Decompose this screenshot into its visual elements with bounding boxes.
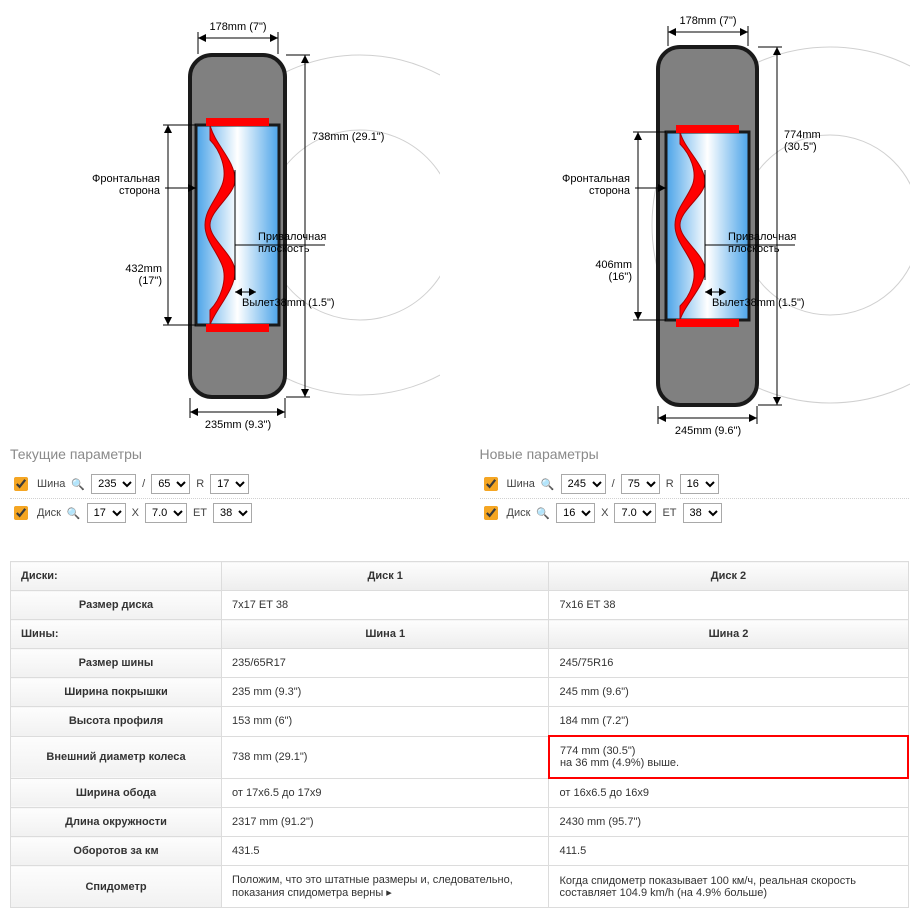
left-disk-width[interactable]: 7.0 [145,503,187,523]
table-row: Спидометр Положим, что это штатные разме… [11,866,909,908]
right-disk-label: Диск [507,507,531,519]
right-disk-offset[interactable]: 38 [683,503,722,523]
left-tire-checkbox[interactable] [14,477,28,491]
svg-text:Привалочнаяплоскость: Привалочнаяплоскость [728,231,796,255]
right-tire-width[interactable]: 245 [561,474,606,494]
diagram-columns: 178mm (7") 235mm (9.3") 738mm (29.1") [10,10,909,527]
svg-text:432mm(17"): 432mm(17") [125,263,162,287]
svg-text:Фронтальнаясторона: Фронтальнаясторона [92,173,161,197]
right-tire-row: Шина 🔍 245 / 75 R 16 [480,470,910,499]
left-disk-diam[interactable]: 17 [87,503,126,523]
right-diagram: 178mm (7") 245mm (9.6") 774mm(30.5") [480,10,910,440]
left-tire-diam[interactable]: 17 [210,474,249,494]
svg-text:178mm (7"): 178mm (7") [679,15,736,27]
tire2-header: Шина 2 [549,620,908,649]
left-tire-width[interactable]: 235 [91,474,136,494]
dim-bottom-left: 235mm (9.3") [205,419,271,431]
disk1-header: Диск 1 [222,562,549,591]
right-tire-profile[interactable]: 75 [621,474,660,494]
left-tire-row: Шина 🔍 235 / 65 R 17 [10,470,440,499]
svg-text:738mm (29.1"): 738mm (29.1") [312,131,384,143]
left-column: 178mm (7") 235mm (9.3") 738mm (29.1") [10,10,440,527]
right-tire-diam[interactable]: 16 [680,474,719,494]
right-disk-row: Диск 🔍 16 X 7.0 ET 38 [480,499,910,527]
left-disk-checkbox[interactable] [14,506,28,520]
right-tire-label: Шина [507,478,535,490]
search-icon[interactable]: 🔍 [71,478,85,491]
left-tire-label: Шина [37,478,65,490]
right-section-title: Новые параметры [480,446,910,462]
table-row: Высота профиля 153 mm (6") 184 mm (7.2") [11,707,909,737]
svg-text:Фронтальнаясторона: Фронтальнаясторона [561,173,630,197]
right-disk-diam[interactable]: 16 [556,503,595,523]
svg-text:245mm (9.6"): 245mm (9.6") [674,425,740,437]
tire-diagram-right: 178mm (7") 245mm (9.6") 774mm(30.5") [480,10,910,440]
left-disk-label: Диск [37,507,61,519]
table-row: Ширина покрышки 235 mm (9.3") 245 mm (9.… [11,678,909,707]
tire-diagram-left: 178mm (7") 235mm (9.3") 738mm (29.1") [10,10,440,440]
disks-header: Диски: [11,562,222,591]
table-row: Оборотов за км 431.5 411.5 [11,837,909,866]
table-row: Длина окружности 2317 mm (91.2") 2430 mm… [11,808,909,837]
left-disk-offset[interactable]: 38 [213,503,252,523]
right-tire-checkbox[interactable] [484,477,498,491]
svg-text:Вылет38mm (1.5"): Вылет38mm (1.5") [242,297,335,309]
left-section-title: Текущие параметры [10,446,440,462]
tire1-header: Шина 1 [222,620,549,649]
left-diagram: 178mm (7") 235mm (9.3") 738mm (29.1") [10,10,440,440]
svg-text:774mm(30.5"): 774mm(30.5") [784,129,821,153]
right-column: 178mm (7") 245mm (9.6") 774mm(30.5") [480,10,910,527]
table-row: Размер диска 7x17 ET 38 7x16 ET 38 [11,591,909,620]
table-row: Ширина обода от 17x6.5 до 17x9 от 16x6.5… [11,778,909,808]
table-row: Внешний диаметр колеса 738 mm (29.1") 77… [11,736,909,778]
svg-text:Вылет38mm (1.5"): Вылет38mm (1.5") [712,297,805,309]
right-disk-checkbox[interactable] [484,506,498,520]
table-row: Размер шины 235/65R17 245/75R16 [11,649,909,678]
right-disk-width[interactable]: 7.0 [614,503,656,523]
disk2-header: Диск 2 [549,562,908,591]
comparison-table: Диски: Диск 1 Диск 2 Размер диска 7x17 E… [10,561,909,908]
search-icon[interactable]: 🔍 [536,507,550,520]
dim-top-left: 178mm (7") [209,21,266,33]
left-disk-row: Диск 🔍 17 X 7.0 ET 38 [10,499,440,527]
svg-text:406mm(16"): 406mm(16") [595,259,632,283]
svg-text:Привалочнаяплоскость: Привалочнаяплоскость [258,231,326,255]
highlighted-cell: 774 mm (30.5") на 36 mm (4.9%) выше. [549,736,908,778]
tires-header: Шины: [11,620,222,649]
search-icon[interactable]: 🔍 [67,507,81,520]
search-icon[interactable]: 🔍 [541,478,555,491]
left-tire-profile[interactable]: 65 [151,474,190,494]
